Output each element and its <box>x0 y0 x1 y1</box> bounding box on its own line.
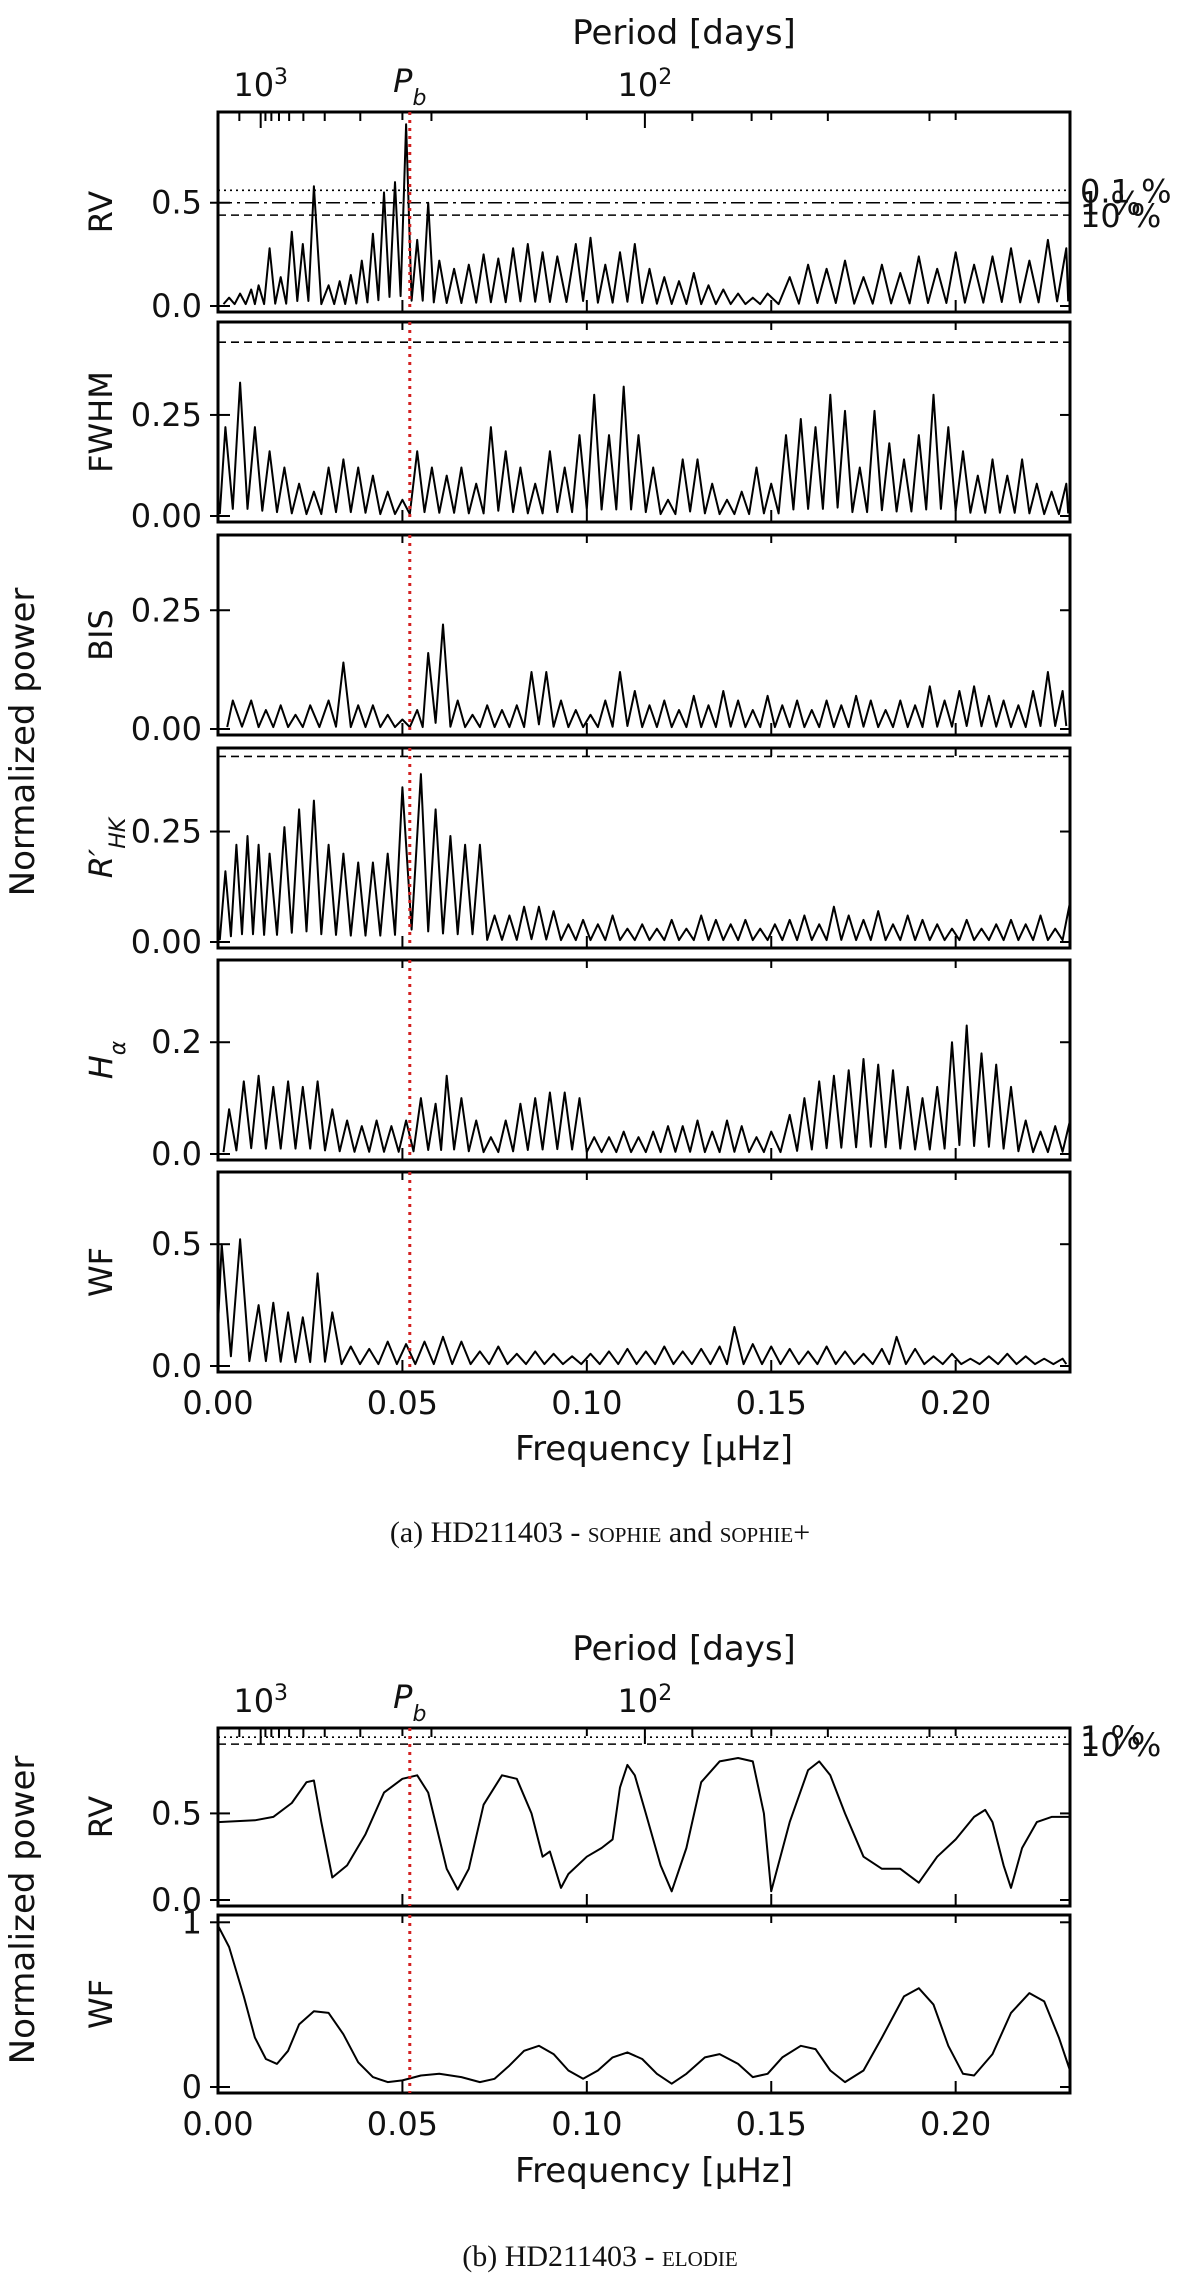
chart-b: Period [days] 103 102 Pb Normalized power 0.0… <box>3 1629 1161 2191</box>
x-tick-label: 0.20 <box>920 1384 991 1422</box>
panel-frame <box>216 110 1072 314</box>
panel-label: BIS <box>82 609 120 661</box>
panel-frame <box>216 320 1072 524</box>
panel-label: RV <box>82 1796 120 1838</box>
y-tick-label: 0.25 <box>131 396 202 434</box>
panel-rv: 0.0 0.5 RV 0.1 %1 %10 % <box>82 110 1171 325</box>
panel-label: RV <box>82 191 120 233</box>
y-tick-label: 0.0 <box>151 1881 202 1919</box>
panel-wf: 0.0 0.5 WF <box>82 1170 1072 1385</box>
y-tick-label: 0 <box>182 2068 202 2106</box>
x-axis-label: Frequency [μHz] <box>515 2151 793 2191</box>
fap-label: 1 % <box>1080 185 1141 223</box>
y-tick-label: 0.00 <box>131 710 202 748</box>
x-axis-label: Frequency [μHz] <box>515 1429 793 1469</box>
y-tick-label: 0.0 <box>151 1347 202 1385</box>
panel-h: 0.0 0.2 Hα <box>82 958 1072 1173</box>
power-curve <box>218 1238 1068 1366</box>
planet-marker-label: Pb <box>393 62 426 111</box>
x-tick-label: 0.05 <box>367 2105 438 2143</box>
top-tick-label: 102 <box>618 1681 673 1721</box>
panel-label: WF <box>82 1979 120 2029</box>
panel-bis: 0.00 0.25 BIS <box>82 533 1072 748</box>
power-curve <box>218 1925 1070 2085</box>
panel-frame <box>216 1913 1072 2095</box>
top-tick-label: 103 <box>233 1681 288 1721</box>
fap-label: 0.1 % <box>1080 172 1171 210</box>
x-tick-label: 0.00 <box>182 1384 253 1422</box>
panel-frame <box>216 1726 1072 1908</box>
power-curve <box>222 123 1070 306</box>
power-curve <box>218 1757 1070 1893</box>
power-curve <box>218 381 1070 516</box>
top-axis-label: Period [days] <box>572 1629 796 1669</box>
y-tick-label: 1 <box>182 1903 202 1941</box>
panel-fwhm: 0.00 0.25 FWHM <box>82 320 1072 535</box>
planet-marker-label: Pb <box>393 1678 426 1727</box>
panel-frame <box>216 958 1072 1162</box>
y-tick-label: 0.5 <box>151 1225 202 1263</box>
panel-rv: 0.0 0.5 RV 1 %10 % <box>82 1719 1161 1919</box>
caption-b: (b) HD211403 - elodie <box>462 2240 738 2273</box>
x-tick-label: 0.20 <box>920 2105 991 2143</box>
panel-rhk: 0.00 0.25R′HK <box>82 746 1072 961</box>
top-tick-label: 102 <box>618 65 673 105</box>
y-tick-label: 0.5 <box>151 184 202 222</box>
panel-frame <box>216 1170 1072 1374</box>
y-axis-label: Normalized power <box>3 588 43 897</box>
fap-label: 10 % <box>1080 1726 1161 1764</box>
power-curve <box>222 1024 1070 1154</box>
y-tick-label: 0.25 <box>131 813 202 851</box>
panel-label: FWHM <box>82 371 120 473</box>
caption-a: (a) HD211403 - sophie and sophie+ <box>390 1516 810 1549</box>
y-tick-label: 0.2 <box>151 1023 202 1061</box>
fap-label: 1 % <box>1080 1719 1141 1757</box>
y-axis-label: Normalized power <box>3 1756 43 2065</box>
power-curve <box>226 623 1068 729</box>
x-tick-label: 0.00 <box>182 2105 253 2143</box>
fap-label: 10 % <box>1080 197 1161 235</box>
y-tick-label: 0.25 <box>131 591 202 629</box>
y-tick-label: 0.00 <box>131 497 202 535</box>
panel-frame <box>216 746 1072 950</box>
x-tick-label: 0.10 <box>551 1384 622 1422</box>
panel-label: R′HK <box>82 816 131 878</box>
top-axis-label: Period [days] <box>572 13 796 53</box>
y-tick-label: 0.0 <box>151 1135 202 1173</box>
y-tick-label: 0.00 <box>131 923 202 961</box>
chart-a: Period [days] 103 102 Pb Normalized power 0.0… <box>3 13 1171 1469</box>
power-curve <box>218 773 1070 942</box>
x-tick-label: 0.05 <box>367 1384 438 1422</box>
x-tick-label: 0.15 <box>736 2105 807 2143</box>
x-tick-label: 0.10 <box>551 2105 622 2143</box>
panel-label: WF <box>82 1247 120 1297</box>
panel-frame <box>216 533 1072 737</box>
panel-wf: 0 1 WF <box>82 1903 1072 2106</box>
y-tick-label: 0.0 <box>151 287 202 325</box>
top-tick-label: 103 <box>233 65 288 105</box>
y-tick-label: 0.5 <box>151 1794 202 1832</box>
panel-label: Hα <box>82 1040 131 1079</box>
x-tick-label: 0.15 <box>736 1384 807 1422</box>
